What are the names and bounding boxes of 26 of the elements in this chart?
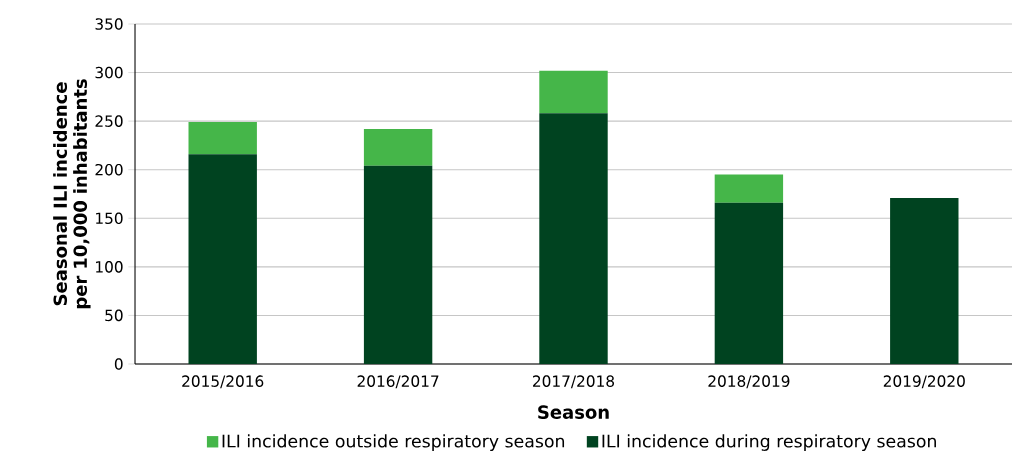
legend-label: ILI incidence outside respiratory season	[222, 434, 565, 451]
x-tick-label: 2018/2019	[708, 375, 790, 389]
y-tick-label: 200	[95, 163, 123, 176]
bar	[890, 197, 959, 364]
bar	[539, 70, 608, 114]
y-tick-label: 0	[114, 358, 123, 370]
y-axis-title: Seasonal ILI incidence per 10,000 inhabitants	[53, 79, 91, 309]
x-axis-title: Season	[538, 405, 609, 419]
x-tick-label: 2015/2016	[182, 375, 264, 389]
bar	[188, 154, 257, 364]
bar	[714, 174, 784, 203]
y-tick-label: 100	[96, 261, 123, 273]
y-tick-label: 50	[105, 309, 123, 322]
bar	[363, 165, 433, 364]
bar	[714, 202, 784, 364]
bar	[539, 113, 608, 364]
y-tick-label: 150	[96, 212, 123, 225]
legend-label: ILI incidence during respiratory season	[602, 434, 936, 451]
x-tick-label: 2016/2017	[357, 375, 439, 389]
y-tick-label: 350	[95, 18, 123, 30]
y-tick-label: 250	[95, 115, 123, 127]
bar	[363, 128, 433, 166]
x-tick-label: 2017/2018	[533, 375, 615, 389]
y-tick-label: 300	[95, 66, 123, 79]
x-tick-label: 2019/2020	[883, 375, 965, 389]
bar	[188, 122, 257, 155]
